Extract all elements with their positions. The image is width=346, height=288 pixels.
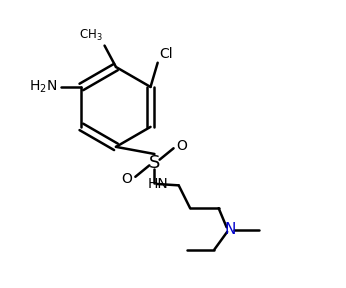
Text: O: O bbox=[121, 172, 132, 186]
Text: CH$_3$: CH$_3$ bbox=[80, 28, 103, 43]
Text: S: S bbox=[149, 154, 160, 172]
Text: O: O bbox=[177, 139, 188, 153]
Text: Cl: Cl bbox=[159, 47, 173, 61]
Text: HN: HN bbox=[147, 177, 168, 191]
Text: N: N bbox=[224, 222, 236, 237]
Text: H$_2$N: H$_2$N bbox=[29, 79, 57, 95]
